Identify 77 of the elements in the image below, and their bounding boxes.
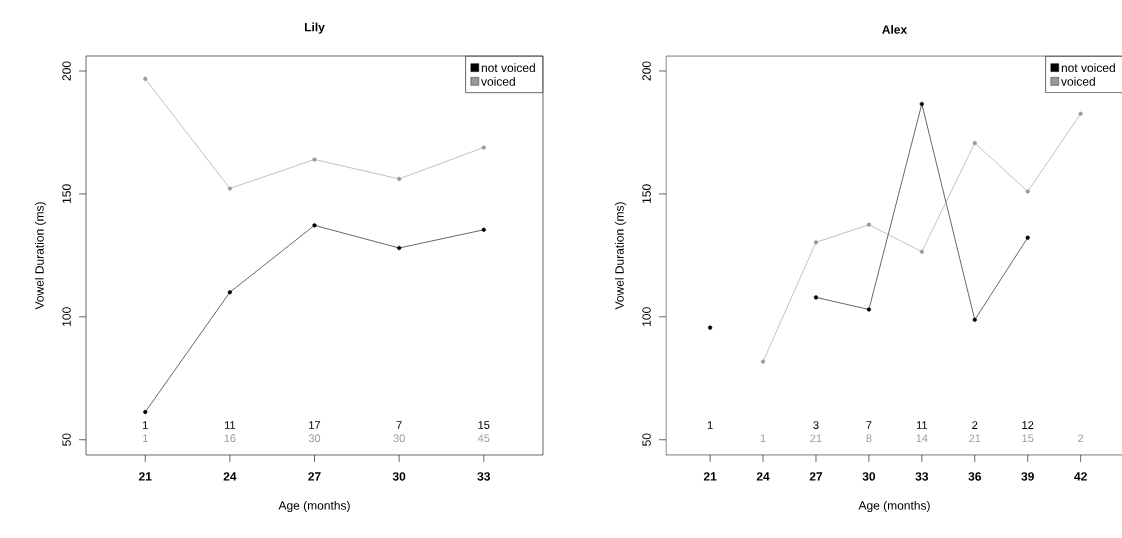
point xyxy=(1025,189,1030,194)
annotation: 45 xyxy=(477,434,490,443)
x-tick-label: 27 xyxy=(809,472,823,481)
point xyxy=(813,295,819,300)
point xyxy=(397,245,402,251)
annotation: 11 xyxy=(916,421,928,429)
annotation: 30 xyxy=(308,434,321,443)
annotation: 8 xyxy=(866,434,872,443)
x-tick-label: 30 xyxy=(862,472,876,481)
point xyxy=(143,76,148,81)
annotation: 1 xyxy=(143,421,148,429)
y-tick-label: 200 xyxy=(642,61,651,81)
annotation: 21 xyxy=(810,434,822,443)
y-axis-title: Vowel Duration (ms) xyxy=(614,202,627,310)
x-axis-title: Age (months) xyxy=(858,500,930,513)
point xyxy=(1078,111,1083,116)
point xyxy=(312,223,317,228)
x-tick-label: 21 xyxy=(139,472,152,481)
chart-title: Lily xyxy=(304,22,325,34)
annotation: 1 xyxy=(707,421,713,429)
point xyxy=(919,249,924,254)
x-tick-label: 33 xyxy=(915,472,929,481)
annotation: 14 xyxy=(916,434,928,443)
point xyxy=(1025,235,1030,240)
annotation: 15 xyxy=(478,421,490,429)
y-tick-label: 150 xyxy=(62,184,71,204)
x-tick-label: 21 xyxy=(703,472,717,481)
point xyxy=(481,145,486,150)
point xyxy=(919,101,924,107)
point xyxy=(813,240,819,245)
y-tick-label: 100 xyxy=(642,307,651,326)
annotation: 15 xyxy=(1022,434,1034,443)
x-tick-label: 27 xyxy=(308,472,321,481)
legend-label: voiced xyxy=(1061,77,1095,86)
x-axis-title: Age (months) xyxy=(278,500,350,513)
point xyxy=(227,290,232,295)
x-tick-label: 24 xyxy=(756,472,770,481)
x-tick-label: 24 xyxy=(223,472,237,481)
y-tick-label: 50 xyxy=(642,433,651,446)
x-tick-label: 39 xyxy=(1021,472,1034,481)
annotation: 1 xyxy=(760,434,766,443)
legend-label: not voiced xyxy=(1061,63,1115,73)
y-tick-label: 100 xyxy=(62,307,71,326)
annotation: 21 xyxy=(969,434,981,443)
annotation: 11 xyxy=(225,421,236,429)
annotation: 3 xyxy=(813,421,819,429)
point xyxy=(972,140,977,146)
legend-label: voiced xyxy=(481,77,515,86)
point xyxy=(397,176,402,182)
y-tick-label: 150 xyxy=(642,184,651,204)
annotation: 17 xyxy=(309,421,321,429)
point xyxy=(760,359,766,364)
point xyxy=(143,409,148,415)
annotation: 2 xyxy=(1078,434,1084,443)
annotation: 30 xyxy=(393,434,405,443)
annotation: 1 xyxy=(143,434,148,443)
y-tick-label: 50 xyxy=(62,433,71,446)
point xyxy=(481,227,486,232)
legend-label: not voiced xyxy=(481,63,535,73)
point xyxy=(312,157,317,162)
point xyxy=(866,222,872,227)
chart-title: Alex xyxy=(882,24,908,34)
point xyxy=(708,325,713,330)
annotation: 7 xyxy=(866,421,872,429)
x-tick-label: 33 xyxy=(477,472,491,481)
point xyxy=(866,307,872,312)
annotation: 12 xyxy=(1022,421,1034,429)
annotation: 2 xyxy=(972,421,978,429)
x-tick-label: 30 xyxy=(392,472,406,481)
x-tick-label: 36 xyxy=(968,472,982,481)
x-tick-label: 42 xyxy=(1074,472,1087,481)
annotation: 16 xyxy=(224,434,236,443)
point xyxy=(227,186,232,191)
annotation: 7 xyxy=(396,421,402,429)
y-tick-label: 200 xyxy=(62,61,71,81)
y-axis-title: Vowel Duration (ms) xyxy=(34,202,47,310)
point xyxy=(972,317,977,322)
